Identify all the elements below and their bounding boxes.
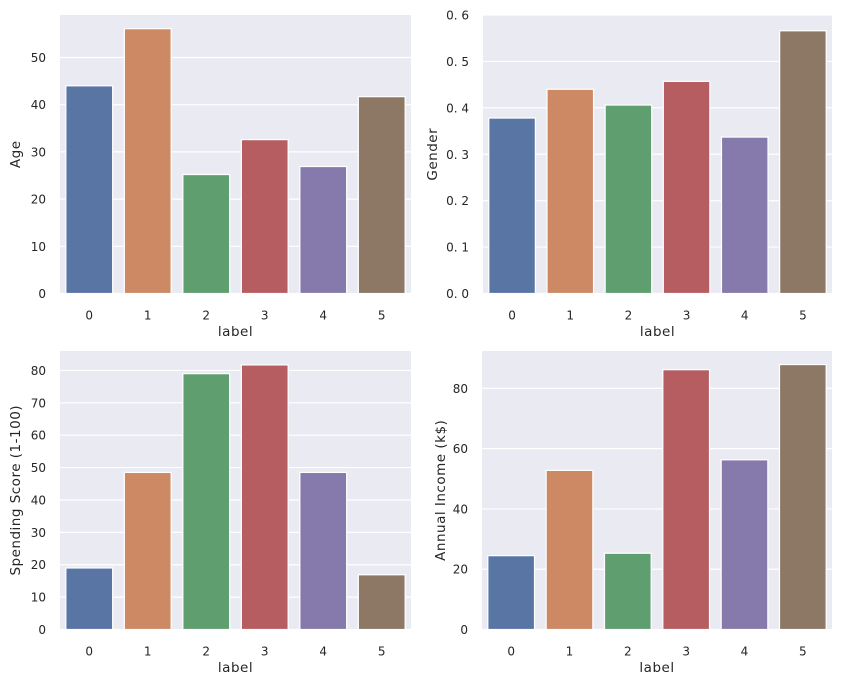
y-tick-label: 0. 6 [446, 9, 469, 23]
y-tick-label: 40 [31, 493, 46, 507]
y-axis-label: Spending Score (1-100) [8, 405, 24, 576]
x-axis-label: label [218, 660, 253, 676]
y-tick-label: 0 [460, 623, 468, 637]
x-tick-label: 3 [682, 645, 690, 659]
subplot-age: 0 10 20 30 40 50 0 1 2 3 4 5 label Age [8, 15, 411, 340]
y-axis-label: Annual Income (k$) [433, 420, 449, 561]
y-tick-label: 40 [31, 98, 46, 112]
x-tick-label: 0 [508, 309, 516, 323]
x-tick-label: 5 [378, 309, 386, 323]
x-tick-label: 4 [319, 645, 327, 659]
y-tick-label: 50 [31, 51, 46, 65]
y-tick-label: 20 [31, 193, 46, 207]
bar-2 [604, 104, 653, 295]
y-tick-label: 50 [31, 461, 46, 475]
y-tick-label: 60 [453, 442, 468, 456]
x-axis-label: label [218, 324, 253, 340]
y-tick-label: 40 [453, 502, 468, 516]
x-tick-label: 2 [624, 645, 632, 659]
x-tick-label: 5 [378, 645, 386, 659]
bar-1 [546, 88, 595, 295]
bar-3 [240, 364, 289, 631]
x-axis-label: label [639, 660, 674, 676]
x-tick-label: 0 [507, 645, 515, 659]
x-tick-label: 2 [202, 645, 210, 659]
bar-2 [603, 552, 652, 631]
bar-4 [299, 165, 348, 295]
y-tick-label: 60 [31, 429, 46, 443]
bar-4 [720, 459, 769, 631]
x-tick-label: 2 [625, 309, 633, 323]
bar-5 [778, 363, 827, 631]
x-tick-label: 1 [144, 645, 152, 659]
y-tick-label: 0 [38, 623, 46, 637]
y-tick-label: 80 [31, 364, 46, 378]
bar-0 [65, 567, 114, 631]
x-axis-label: label [640, 324, 675, 340]
x-tick-label: 0 [85, 309, 93, 323]
x-tick-label: 3 [261, 645, 269, 659]
bar-1 [123, 28, 172, 295]
x-tick-label: 4 [319, 309, 327, 323]
bar-4 [299, 471, 348, 631]
bar-3 [662, 369, 711, 631]
y-tick-label: 80 [453, 382, 468, 396]
y-tick-label: 10 [31, 591, 46, 605]
bar-5 [357, 574, 406, 631]
bar-3 [240, 139, 289, 295]
x-tick-label: 0 [85, 645, 93, 659]
y-tick-label: 0. 1 [446, 241, 469, 255]
y-axis-label: Gender [425, 128, 441, 181]
subplot-spending-score: 0 10 20 30 40 50 60 70 80 0 1 2 3 4 5 label Spending Sco… [8, 351, 411, 676]
bar-4 [720, 136, 769, 295]
y-tick-label: 0 [38, 287, 46, 301]
bar-1 [123, 471, 172, 631]
x-tick-label: 1 [144, 309, 152, 323]
bar-0 [65, 85, 114, 295]
x-tick-label: 4 [741, 309, 749, 323]
y-tick-label: 10 [31, 240, 46, 254]
y-tick-label: 0. 3 [446, 148, 469, 162]
bar-1 [545, 469, 594, 631]
plot-area [60, 15, 411, 294]
x-tick-label: 3 [683, 309, 691, 323]
x-tick-label: 4 [741, 645, 749, 659]
y-tick-label: 20 [453, 563, 468, 577]
x-tick-label: 2 [202, 309, 210, 323]
x-tick-label: 3 [261, 309, 269, 323]
subplot-gender: 0. 0 0. 1 0. 2 0. 3 0. 4 0. 5 0. 6 0 1 2 3 4 5 label G… [425, 9, 832, 340]
x-tick-label: 5 [799, 645, 807, 659]
bar-5 [357, 96, 406, 295]
y-tick-label: 0. 4 [446, 101, 469, 115]
x-tick-label: 1 [566, 645, 574, 659]
bar-0 [487, 555, 536, 631]
y-tick-label: 30 [31, 145, 46, 159]
y-tick-label: 0. 0 [446, 287, 469, 301]
plot-area [482, 351, 832, 630]
subplot-annual-income: 0 20 40 60 80 0 1 2 3 4 5 label Annual Income (k$) [433, 351, 832, 676]
bar-0 [488, 117, 536, 295]
x-tick-label: 1 [566, 309, 574, 323]
x-tick-label: 5 [799, 309, 807, 323]
y-tick-label: 30 [31, 526, 46, 540]
y-axis-label: Age [8, 140, 24, 168]
y-tick-label: 20 [31, 558, 46, 572]
bar-5 [779, 30, 827, 295]
bar-3 [662, 80, 711, 295]
y-tick-label: 70 [31, 396, 46, 410]
bar-2 [182, 373, 231, 631]
plot-area [60, 351, 411, 630]
y-tick-label: 0. 2 [446, 194, 469, 208]
bar-2 [182, 173, 231, 295]
y-tick-label: 0. 5 [446, 55, 469, 69]
